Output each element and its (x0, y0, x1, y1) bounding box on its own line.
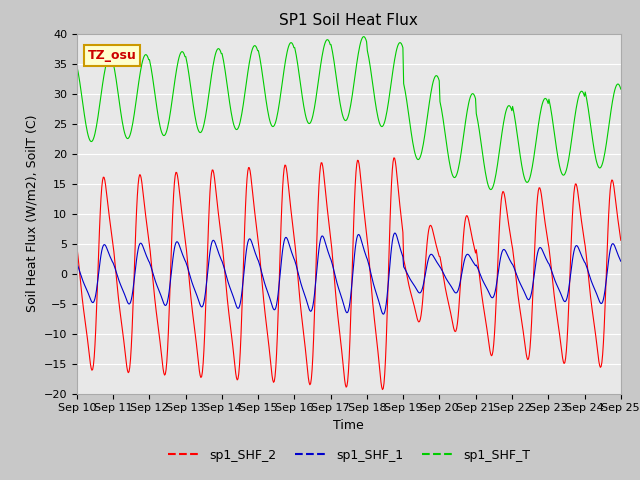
Text: TZ_osu: TZ_osu (88, 49, 136, 62)
Title: SP1 Soil Heat Flux: SP1 Soil Heat Flux (280, 13, 418, 28)
Y-axis label: Soil Heat Flux (W/m2), SoilT (C): Soil Heat Flux (W/m2), SoilT (C) (25, 115, 38, 312)
X-axis label: Time: Time (333, 419, 364, 432)
Legend: sp1_SHF_2, sp1_SHF_1, sp1_SHF_T: sp1_SHF_2, sp1_SHF_1, sp1_SHF_T (163, 444, 535, 467)
